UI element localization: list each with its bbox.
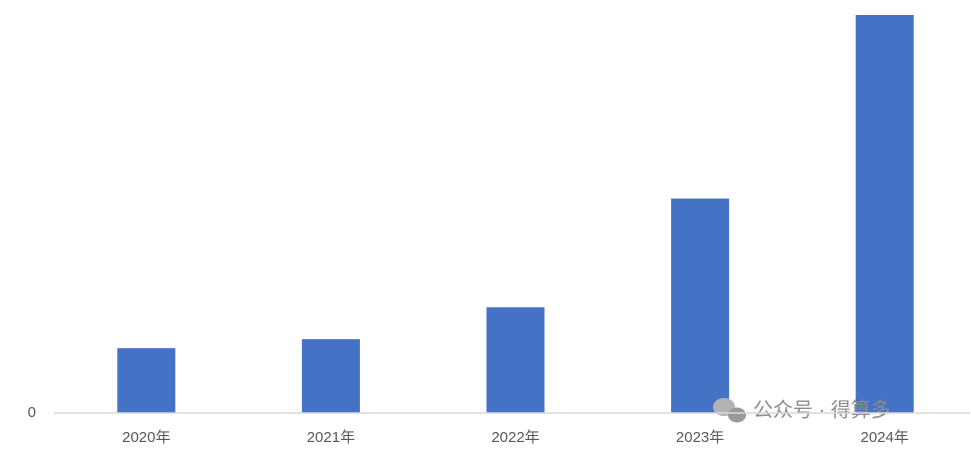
x-tick-label: 2022年	[491, 429, 539, 446]
bar	[855, 14, 914, 414]
watermark: 公众号 · 得算多	[753, 398, 891, 421]
x-tick-label: 2020年	[122, 429, 170, 446]
x-tick-label: 2023年	[676, 429, 724, 446]
bar	[117, 348, 176, 413]
bar	[486, 307, 545, 413]
bar	[301, 339, 360, 413]
y-tick-label: 0	[28, 404, 36, 421]
x-tick-label: 2021年	[307, 429, 355, 446]
x-tick-label: 2024年	[861, 429, 909, 446]
watermark-icon	[713, 398, 746, 423]
bar	[671, 198, 730, 413]
